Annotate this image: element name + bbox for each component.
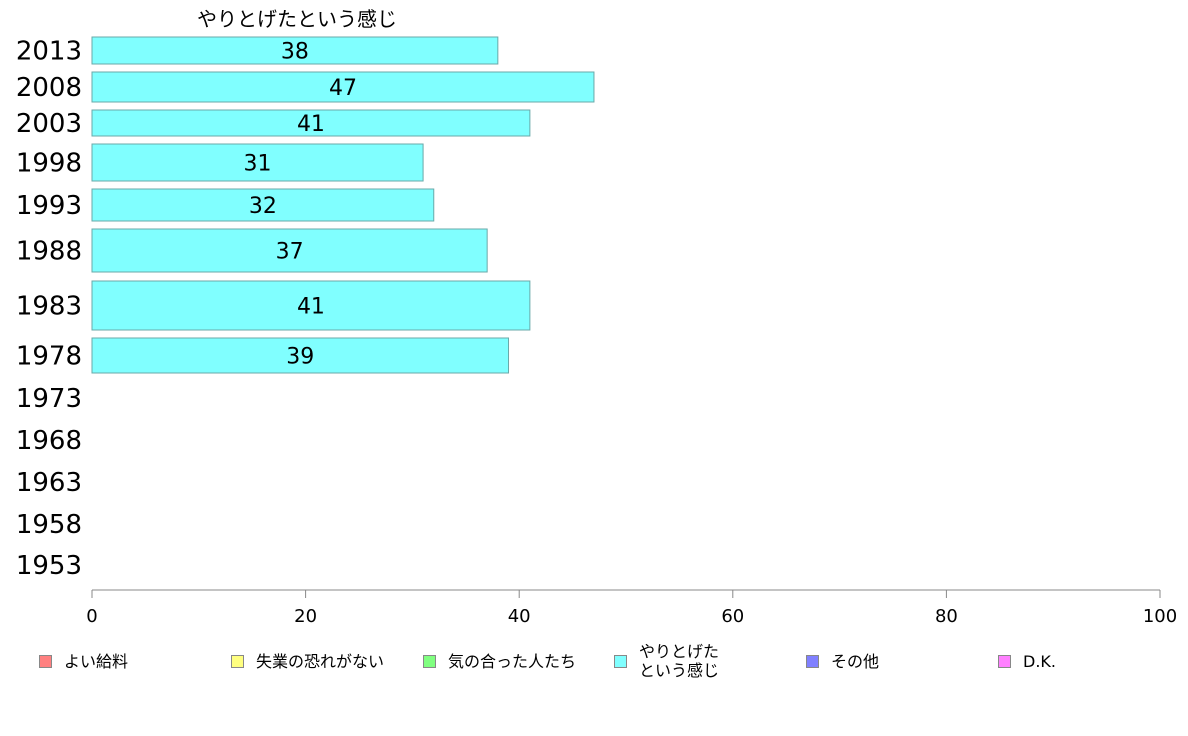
bar-value-label: 32 [249, 194, 277, 219]
bar-value-label: 41 [297, 295, 325, 320]
category-label: 1968 [16, 426, 82, 456]
legend-swatch [614, 654, 627, 668]
bar [91, 143, 424, 182]
legend-label: やりとげた という感じ [639, 642, 720, 680]
category-label: 1973 [16, 384, 82, 414]
bar-value-label: 47 [329, 76, 357, 101]
legend-swatch [806, 655, 819, 668]
category-labels: 2013 2008 2003 1998 1993 1988 1983 1978 1973 1968… [16, 37, 82, 582]
legend-item: 気の合った人たち [423, 652, 576, 671]
bar [91, 337, 510, 374]
bar [91, 228, 488, 273]
category-label: 2008 [16, 73, 82, 103]
legend-label: D.K. [1023, 652, 1056, 671]
legend-swatch [39, 655, 52, 668]
chart-title: やりとげたという感じ [197, 7, 397, 31]
bar-value-label: 38 [281, 40, 309, 65]
legend-item: D.K. [998, 652, 1056, 671]
bar-value-label: 37 [276, 240, 304, 265]
legend-label: よい給料 [64, 652, 129, 671]
x-tick-label: 100 [1143, 606, 1177, 627]
x-tick-label: 40 [508, 606, 531, 627]
x-tick-label: 0 [86, 606, 97, 627]
legend: よい給料 失業の恐れがない 気の合った人たち やりとげた という感じ その他 D… [0, 640, 1188, 688]
category-label: 1958 [16, 510, 82, 540]
bar-value-label: 31 [244, 152, 272, 177]
bar-value-label: 39 [286, 345, 314, 370]
bar [91, 71, 595, 103]
legend-item: 失業の恐れがない [231, 652, 384, 671]
x-tick-label: 20 [294, 606, 317, 627]
bar [91, 188, 435, 222]
category-label: 1963 [16, 468, 82, 498]
x-tick-label: 80 [935, 606, 958, 627]
category-label: 1983 [16, 292, 82, 322]
legend-item: やりとげた という感じ [614, 642, 719, 680]
bar [91, 36, 499, 65]
bar [91, 280, 531, 331]
category-label: 2003 [16, 109, 82, 139]
category-label: 1993 [16, 191, 82, 221]
bar-value-label: 41 [297, 112, 325, 137]
legend-label: 気の合った人たち [448, 652, 577, 671]
legend-item: よい給料 [39, 652, 128, 671]
bar [91, 109, 531, 137]
legend-label: 失業の恐れがない [256, 652, 385, 671]
legend-swatch [998, 655, 1011, 668]
category-label: 1988 [16, 237, 82, 267]
legend-swatch [231, 655, 244, 668]
category-label: 1978 [16, 342, 82, 372]
category-label: 2013 [16, 37, 82, 67]
legend-item: その他 [806, 652, 879, 671]
x-tick-label: 60 [721, 606, 744, 627]
legend-label: その他 [831, 652, 880, 671]
legend-swatch [423, 655, 436, 668]
category-label: 1998 [16, 149, 82, 179]
category-label: 1953 [16, 551, 82, 581]
x-axis-ticks: 0 20 40 60 80 100 [86, 590, 1177, 627]
